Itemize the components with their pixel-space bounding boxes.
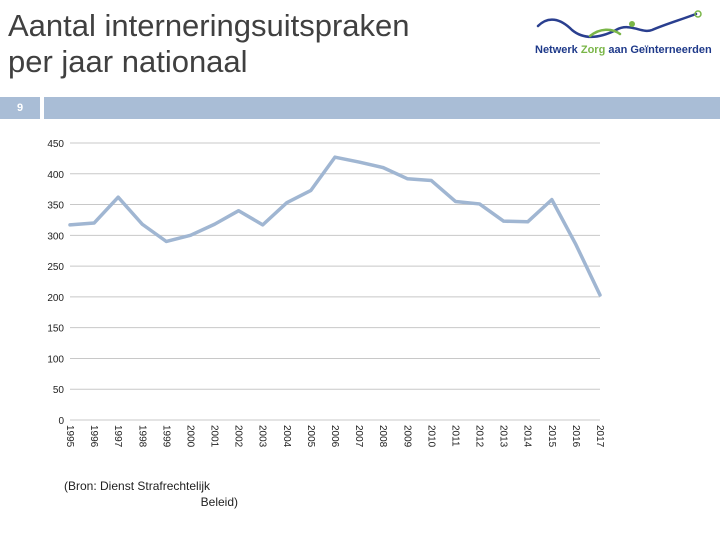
chart-gridlines bbox=[70, 142, 600, 421]
data-point bbox=[598, 293, 602, 297]
y-tick-label: 450 bbox=[47, 139, 64, 150]
series-line bbox=[68, 155, 602, 297]
data-point bbox=[237, 209, 241, 213]
data-point bbox=[92, 221, 96, 225]
data-point bbox=[309, 188, 313, 192]
data-point bbox=[381, 166, 385, 170]
organization-logo: Netwerk Zorg aan Geïnterneerden bbox=[520, 8, 715, 68]
data-point bbox=[164, 239, 168, 243]
y-tick-label: 350 bbox=[47, 201, 64, 212]
data-point bbox=[357, 160, 361, 164]
page-title: Aantal interneringsuitspraken per jaar n… bbox=[8, 8, 488, 80]
slide-number: 9 bbox=[0, 97, 40, 119]
x-tick-label: 2013 bbox=[498, 425, 509, 448]
data-point bbox=[526, 220, 530, 224]
page-title-line-2: per jaar nationaal bbox=[8, 44, 248, 79]
source-note-line-1: (Bron: Dienst Strafrechtelijk bbox=[64, 479, 211, 493]
data-point bbox=[333, 155, 337, 159]
x-tick-label: 1996 bbox=[88, 425, 99, 448]
x-tick-label: 1998 bbox=[136, 425, 147, 448]
data-point bbox=[261, 223, 265, 227]
y-tick-label: 150 bbox=[47, 324, 64, 335]
x-tick-label: 2016 bbox=[570, 425, 581, 448]
header-band: 9 bbox=[0, 97, 720, 119]
data-point bbox=[550, 198, 554, 202]
data-point bbox=[188, 233, 192, 237]
x-tick-label: 2015 bbox=[546, 425, 557, 448]
line-chart: 0 50 100 150 200 250 300 350 400 450 1995 1996 1997… bbox=[47, 139, 605, 448]
source-note: (Bron: Dienst Strafrechtelijk Beleid) bbox=[64, 478, 238, 510]
y-tick-label: 400 bbox=[47, 170, 64, 181]
data-point bbox=[213, 222, 217, 226]
logo-text-accent: Zorg bbox=[580, 44, 606, 56]
data-point bbox=[502, 219, 506, 223]
y-tick-label: 0 bbox=[58, 416, 64, 427]
x-tick-label: 2007 bbox=[353, 425, 364, 448]
x-tick-label: 1999 bbox=[160, 425, 171, 448]
data-point bbox=[405, 177, 409, 181]
header-band-bar bbox=[44, 97, 720, 119]
x-tick-label: 2012 bbox=[474, 425, 485, 448]
data-point bbox=[478, 202, 482, 206]
data-point bbox=[429, 179, 433, 183]
data-point bbox=[116, 195, 120, 199]
chart-series bbox=[68, 155, 602, 297]
x-tick-label: 2000 bbox=[184, 425, 195, 448]
x-tick-label: 2005 bbox=[305, 425, 316, 448]
x-tick-label: 2001 bbox=[209, 425, 220, 448]
x-tick-label: 2011 bbox=[449, 425, 460, 447]
y-tick-label: 100 bbox=[47, 354, 64, 365]
x-tick-label: 2006 bbox=[329, 425, 340, 448]
x-tick-label: 2010 bbox=[425, 425, 436, 448]
data-point bbox=[140, 222, 144, 226]
x-tick-label: 1997 bbox=[112, 425, 123, 448]
y-tick-label: 200 bbox=[47, 293, 64, 304]
data-point bbox=[453, 199, 457, 203]
chart-x-tick-labels: 1995 1996 1997 1998 1999 2000 2001 2002 2003 2004… bbox=[64, 425, 605, 448]
data-point bbox=[574, 243, 578, 247]
x-tick-label: 2014 bbox=[522, 425, 533, 448]
chart-y-tick-labels: 0 50 100 150 200 250 300 350 400 450 bbox=[47, 139, 64, 427]
source-note-line-2: Beleid) bbox=[200, 495, 238, 509]
logo-text: Netwerk Zorg aan Geïnterneerden bbox=[535, 44, 712, 56]
logo-text-main: Netwerk bbox=[535, 44, 581, 56]
x-tick-label: 2003 bbox=[257, 425, 268, 448]
x-tick-label: 2004 bbox=[281, 425, 292, 448]
x-tick-label: 2009 bbox=[401, 425, 412, 448]
logo-text-rest: aan Geïnterneerden bbox=[605, 44, 712, 56]
data-point bbox=[285, 201, 289, 205]
x-tick-label: 2017 bbox=[594, 425, 605, 448]
x-tick-label: 1995 bbox=[64, 425, 75, 448]
y-tick-label: 250 bbox=[47, 262, 64, 273]
x-tick-label: 2008 bbox=[377, 425, 388, 448]
logo-swoosh-icon bbox=[536, 10, 702, 38]
y-tick-label: 300 bbox=[47, 231, 64, 242]
page-title-line-1: Aantal interneringsuitspraken bbox=[8, 8, 410, 43]
x-tick-label: 2002 bbox=[233, 425, 244, 448]
y-tick-label: 50 bbox=[53, 385, 65, 396]
data-point bbox=[68, 223, 72, 227]
